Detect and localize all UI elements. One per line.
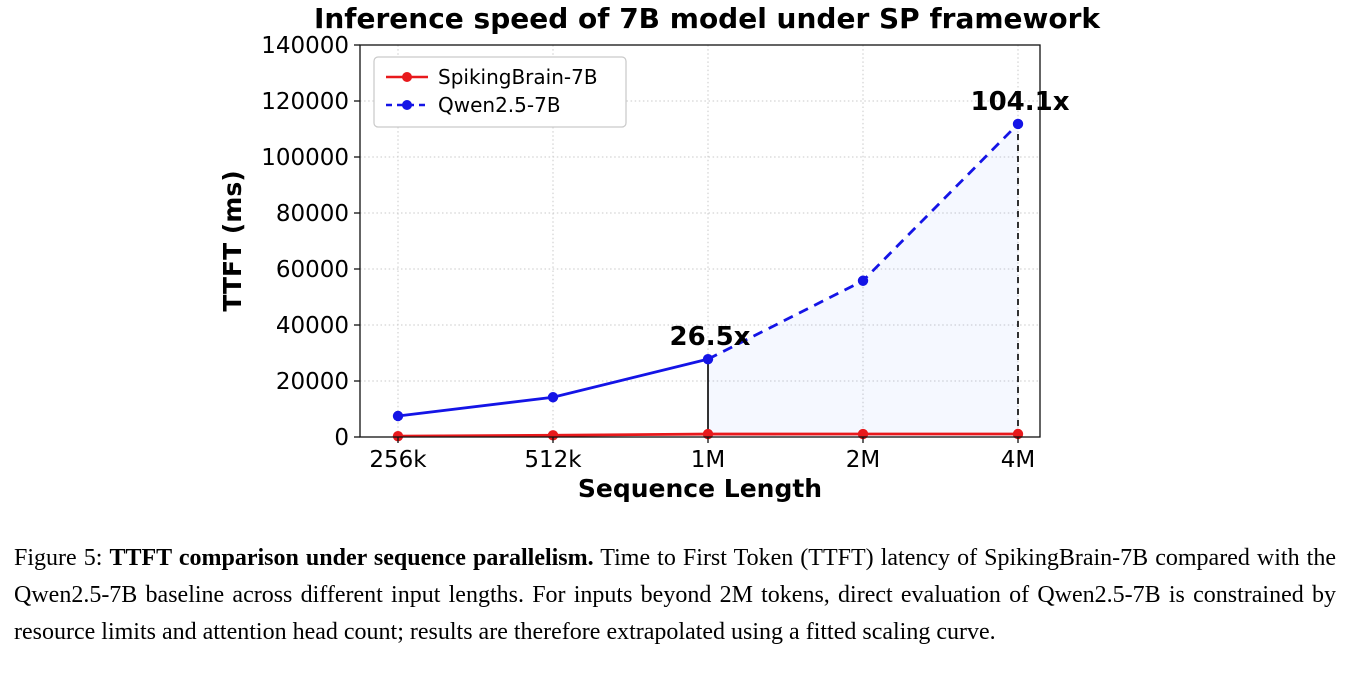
y-tick-label: 140000 <box>261 33 349 59</box>
annotation-label: 104.1x <box>970 87 1069 117</box>
y-tick-label: 80000 <box>276 201 349 227</box>
data-point-marker <box>392 430 404 442</box>
caption-figure-label: Figure 5: <box>14 545 110 571</box>
x-tick-label: 1M <box>691 447 725 473</box>
plot-border <box>359 44 1041 438</box>
annotation-label: 26.5x <box>670 322 751 352</box>
chart-title: Inference speed of 7B model under SP fra… <box>313 2 1101 35</box>
y-tick-label: 120000 <box>261 89 349 115</box>
data-point-marker <box>1012 118 1024 130</box>
x-tick-label: 2M <box>846 447 880 473</box>
caption-body: Time to First Token (TTFT) latency of Sp… <box>14 545 1337 645</box>
x-tick-label: 256k <box>369 447 427 473</box>
data-point-marker <box>702 353 714 365</box>
legend-label: Qwen2.5-7B <box>438 93 561 117</box>
figure-caption: Figure 5: TTFT comparison under sequence… <box>14 540 1336 651</box>
y-tick-label: 100000 <box>261 145 349 171</box>
x-tick-label: 4M <box>1001 447 1035 473</box>
legend-label: SpikingBrain-7B <box>438 65 598 89</box>
legend-box <box>373 56 627 128</box>
y-tick-label: 40000 <box>276 313 349 339</box>
legend-marker <box>402 72 412 82</box>
data-point-marker <box>857 275 869 286</box>
x-axis-label: Sequence Length <box>578 474 822 503</box>
y-tick-label: 0 <box>334 425 349 451</box>
y-axis-label: TTFT (ms) <box>218 170 247 311</box>
y-tick-label: 20000 <box>276 369 349 395</box>
x-tick-label: 512k <box>524 447 582 473</box>
data-point-marker <box>392 410 404 422</box>
caption-bold-title: TTFT comparison under sequence paralleli… <box>109 545 594 571</box>
y-tick-label: 60000 <box>276 257 349 283</box>
data-point-marker <box>547 392 559 403</box>
legend-marker <box>402 100 412 110</box>
data-point-marker <box>547 430 559 441</box>
extrapolated-area <box>708 123 1018 438</box>
line-chart: 0 20000 40000 60000 80000 100000 120000 140000 2… <box>218 33 1070 503</box>
series-line-solid <box>397 357 709 418</box>
